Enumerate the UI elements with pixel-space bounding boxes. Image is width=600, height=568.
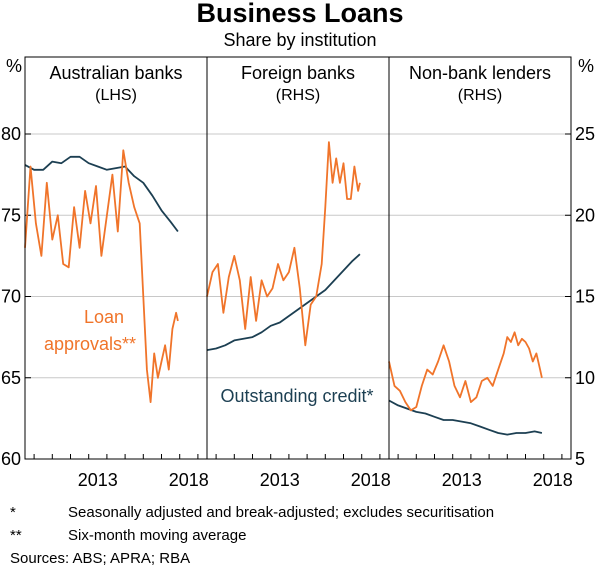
left-axis-unit: % — [6, 56, 22, 76]
outstanding-credit-line — [206, 253, 361, 351]
note-2-marker: ** — [10, 527, 22, 544]
outstanding-credit-line — [24, 155, 179, 233]
right-axis-tick-label: 5 — [575, 449, 585, 469]
panel-axis-note: (LHS) — [95, 87, 137, 104]
right-axis-tick-label: 10 — [575, 368, 595, 388]
loan-approvals-label-line1: Loan — [84, 307, 124, 327]
panel-axis-note: (RHS) — [458, 87, 502, 104]
x-axis-tick-label: 2018 — [533, 470, 573, 490]
chart-subtitle: Share by institution — [223, 30, 376, 50]
note-2-text: Six-month moving average — [68, 527, 246, 544]
loan-approvals-line — [24, 149, 179, 403]
x-axis-tick-label: 2018 — [169, 470, 209, 490]
right-axis-tick-label: 20 — [575, 205, 595, 225]
note-1-text: Seasonally adjusted and break-adjusted; … — [68, 504, 494, 521]
x-axis-tick-label: 2013 — [78, 470, 118, 490]
plot-frame — [24, 56, 572, 460]
loan-approvals-line — [206, 141, 361, 347]
right-axis-tick-label: 15 — [575, 287, 595, 307]
left-axis-tick-label: 65 — [1, 368, 21, 388]
left-axis-tick-label: 60 — [1, 449, 21, 469]
x-axis-tick-label: 2018 — [351, 470, 391, 490]
panel-title: Non-bank lenders — [409, 63, 551, 83]
outstanding-credit-line — [388, 399, 543, 436]
right-axis-unit: % — [578, 56, 594, 76]
left-axis-tick-label: 70 — [1, 287, 21, 307]
panel-titles: Australian banks (LHS) Foreign banks (RHS) N… — [49, 63, 551, 104]
axis-ticks — [25, 133, 571, 460]
panel-title: Foreign banks — [241, 63, 355, 83]
right-axis-tick-label: 25 — [575, 124, 595, 144]
outstanding-credit-label: Outstanding credit* — [220, 386, 373, 406]
left-axis-tick-label: 80 — [1, 124, 21, 144]
note-1-marker: * — [10, 504, 16, 521]
chart-title: Business Loans — [196, 0, 403, 28]
sources: Sources: ABS; APRA; RBA — [10, 550, 190, 567]
left-axis-tick-label: 75 — [1, 205, 21, 225]
panel-title: Australian banks — [49, 63, 182, 83]
axis-labels: 60 65 70 75 80 5 10 15 20 25 2013 2018 2013 2018 2013 2… — [1, 124, 595, 490]
x-axis-tick-label: 2013 — [442, 470, 482, 490]
panel-axis-note: (RHS) — [276, 87, 320, 104]
plot-border — [24, 56, 572, 460]
loan-approvals-line — [388, 331, 543, 412]
series-lines — [24, 141, 543, 436]
loan-approvals-label-line2: approvals** — [44, 334, 136, 354]
x-axis-tick-label: 2013 — [260, 470, 300, 490]
